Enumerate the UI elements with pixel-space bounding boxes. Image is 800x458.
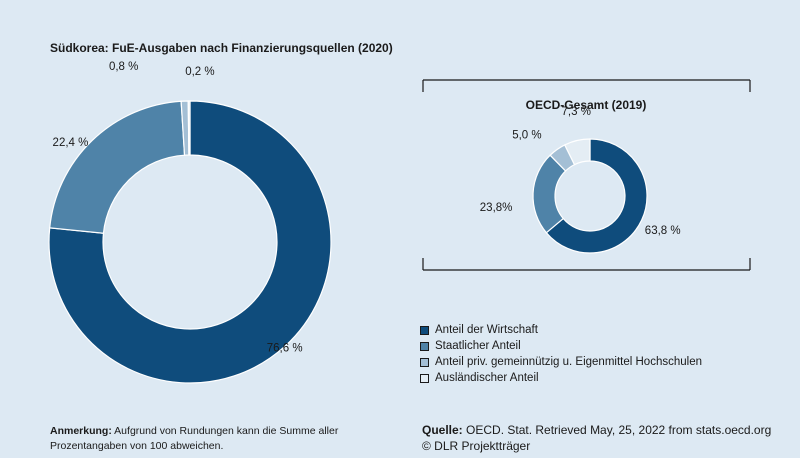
legend-label: Anteil der Wirtschaft xyxy=(435,324,538,336)
slice-label: 63,8 % xyxy=(645,225,681,237)
slice-label: 0,2 % xyxy=(185,66,214,78)
donut-slice xyxy=(48,100,332,384)
legend-swatch xyxy=(420,373,429,383)
donut-slice xyxy=(49,100,186,234)
donut-slice xyxy=(563,138,591,166)
legend-label: Ausländischer Anteil xyxy=(435,372,539,384)
legend-item: Ausländischer Anteil xyxy=(420,370,702,386)
legend-item: Anteil priv. gemeinnützig u. Eigenmittel… xyxy=(420,354,702,370)
slice-label: 76,6 % xyxy=(267,343,303,355)
legend-item: Staatlicher Anteil xyxy=(420,338,702,354)
donut-korea: 76,6 % 22,4 % 0,8 % 0,2 % xyxy=(48,61,332,384)
slice-label: 5,0 % xyxy=(512,129,541,141)
legend-label: Staatlicher Anteil xyxy=(435,340,521,352)
legend-label: Anteil priv. gemeinnützig u. Eigenmittel… xyxy=(435,356,702,368)
note-source: Quelle: OECD. Stat. Retrieved May, 25, 2… xyxy=(422,422,792,454)
slice-label: 0,8 % xyxy=(109,61,138,73)
legend: Anteil der Wirtschaft Staatlicher Anteil A… xyxy=(420,322,702,386)
donut-slice xyxy=(187,100,191,156)
donut-oecd: 63,8 % 23,8% 5,0 % 7,3 % xyxy=(480,106,681,254)
source-label: Quelle: xyxy=(422,423,463,437)
oecd-frame xyxy=(422,79,751,271)
legend-swatch xyxy=(420,341,429,351)
note-text: Aufgrund von Rundungen kann die Summe al… xyxy=(50,425,339,452)
legend-item: Anteil der Wirtschaft xyxy=(420,322,702,338)
donut-slice xyxy=(532,154,567,234)
note-label: Anmerkung: xyxy=(50,425,112,437)
chart-title-oecd: OECD-Gesamt (2019) xyxy=(526,98,647,112)
note-annotation: Anmerkung: Aufgrund von Rundungen kann d… xyxy=(50,424,380,454)
source-text: OECD. Stat. Retrieved May, 25, 2022 from… xyxy=(462,423,772,437)
chart-title-korea: Südkorea: FuE-Ausgaben nach Finanzierung… xyxy=(50,41,393,55)
donut-slice xyxy=(545,138,648,254)
legend-swatch xyxy=(420,325,429,335)
copyright-text: © DLR Projektträger xyxy=(422,439,531,453)
slice-label: 22,4 % xyxy=(53,137,89,149)
legend-swatch xyxy=(420,357,429,367)
slice-label: 23,8% xyxy=(480,202,513,214)
slice-label: 7,3 % xyxy=(562,106,591,118)
